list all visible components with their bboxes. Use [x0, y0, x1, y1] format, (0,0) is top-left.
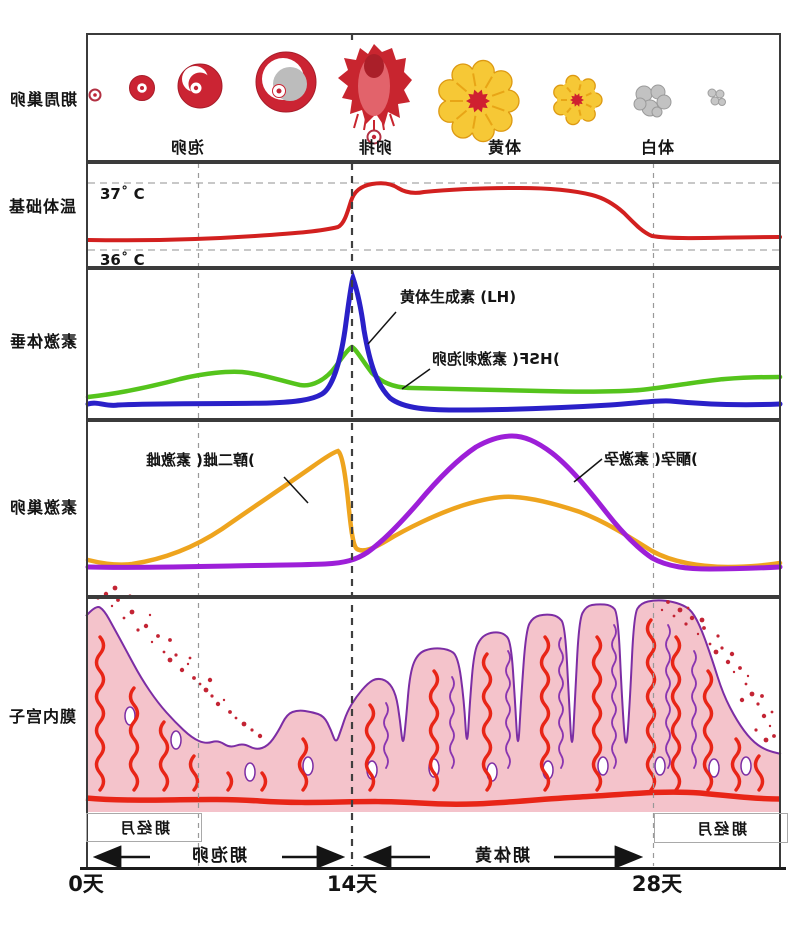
fsh-pointer: [401, 368, 431, 390]
menstrual-blood-speckles: [96, 585, 776, 743]
corpus-luteum-small: [553, 74, 603, 126]
progesterone-label: 孕激素 (孕酮): [604, 450, 699, 468]
stage-label-corpus-albicans: 白体: [640, 138, 675, 157]
follicular-phase-label: 卵泡期: [189, 846, 247, 866]
endometrium-glands: [94, 618, 765, 792]
axis-day-14: 14天: [326, 872, 378, 896]
estrogen-label: 雌激素 (雌二醇): [146, 451, 256, 469]
temp-36c-label: 36˚ C: [100, 251, 145, 269]
primary-follicle: [129, 75, 155, 101]
ovulation-burst: [338, 44, 412, 145]
row-label-pituitary: 垂体激素: [8, 332, 78, 351]
follicle-illustrations: [88, 44, 726, 145]
stage-label-corpus-luteum: 黄体: [487, 138, 522, 157]
axis-day-0: 0天: [68, 872, 104, 896]
label-pointer-lines: [283, 311, 603, 504]
temp-37c-label: 37˚ C: [100, 185, 145, 203]
lh-curve: [85, 270, 783, 413]
menstrual-phase-label: 月经期: [118, 819, 170, 837]
menstrual-phase-box-left: 月经期: [86, 813, 202, 842]
estrogen-pointer: [283, 476, 309, 504]
progesterone-pointer: [573, 458, 603, 483]
lh-label: 黄体生成素 (LH): [400, 288, 517, 306]
axis-day-28: 28天: [631, 872, 683, 896]
time-axis-line: [80, 867, 786, 870]
secondary-follicle: [177, 63, 223, 109]
stage-label-ovulation: 排卵: [357, 138, 393, 157]
mature-follicle: [255, 51, 317, 113]
luteal-phase-label: 黄体期: [472, 846, 530, 866]
corpus-albicans: [633, 84, 672, 118]
endometrium-outline: [85, 599, 782, 755]
temperature-curve: [86, 181, 782, 243]
menstrual-phase-label-next: 月经期: [695, 819, 747, 838]
row-label-ovarian-cycle: 卵巢周期: [8, 90, 78, 109]
row-label-ovarian-hormone: 卵巢激素: [8, 498, 78, 517]
corpus-luteum-large: [438, 59, 520, 143]
fsh-label: 卵泡刺激素 (FSH): [432, 350, 560, 368]
progesterone-curve: [85, 433, 783, 572]
endometrium-vessels: [383, 624, 697, 769]
primordial-follicle-dot: [93, 93, 97, 97]
menstrual-phase-box-right: 月经期: [654, 813, 788, 843]
row-label-basal-temp: 基础体温: [8, 197, 77, 216]
stage-label-follicle: 卵泡: [169, 138, 205, 157]
row-label-endometrium: 子宫内膜: [8, 707, 77, 726]
lh-pointer: [367, 311, 397, 345]
fsh-curve: [85, 344, 783, 400]
corpus-albicans-remnant: [707, 88, 726, 106]
gridlines: [88, 163, 779, 866]
